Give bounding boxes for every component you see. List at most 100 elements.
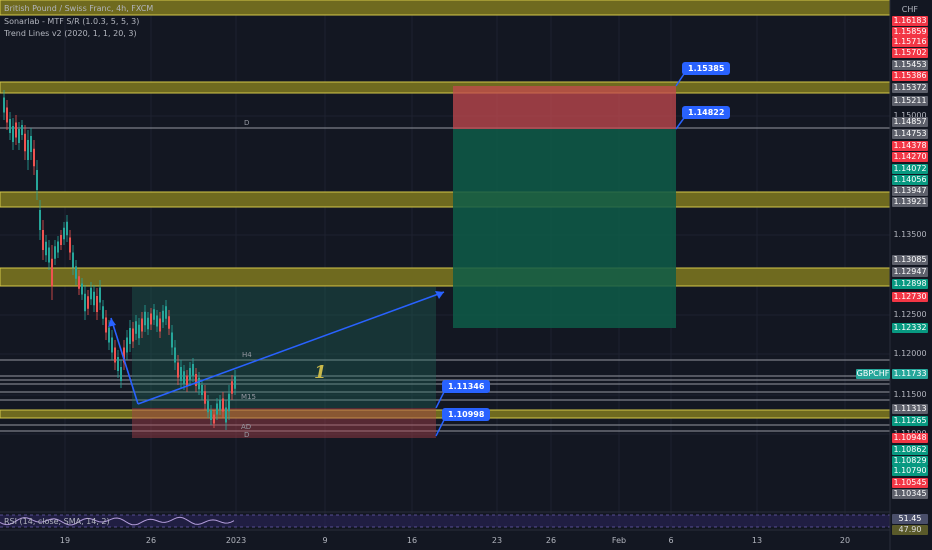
candle-body — [186, 375, 188, 387]
price-axis-label: 1.11733 — [892, 369, 928, 379]
candle-body — [60, 235, 62, 245]
time-axis-label: Feb — [611, 536, 627, 545]
candle-body — [54, 246, 56, 259]
indicator-rsi[interactable]: RSI (14, close, SMA, 14, 2) — [4, 517, 110, 526]
candle-body — [162, 310, 164, 323]
price-axis-label: 1.10829 — [892, 456, 928, 466]
candle-body — [63, 227, 65, 240]
price-axis-label: 1.15386 — [892, 71, 928, 81]
price-axis-label: 1.12730 — [892, 292, 928, 302]
take-profit-zone[interactable] — [453, 129, 676, 328]
price-axis-label: 1.14270 — [892, 152, 928, 162]
price-axis-label: 1.15859 — [892, 27, 928, 37]
price-axis-label: 1.14857 — [892, 117, 928, 127]
price-axis-label: 1.13500 — [893, 230, 927, 239]
candle-body — [30, 136, 32, 152]
price-axis-label: 1.16183 — [892, 16, 928, 26]
price-tag-left-entry[interactable]: 1.11346 — [442, 380, 491, 393]
candle-body — [78, 276, 80, 289]
sr-zone-3 — [0, 267, 891, 287]
time-axis-label: 19 — [59, 536, 71, 545]
candle-body — [108, 327, 110, 343]
left-loss-zone[interactable] — [132, 408, 436, 438]
candle-body — [195, 374, 197, 386]
candle-body — [132, 328, 134, 342]
candle-body — [204, 391, 206, 404]
trend-line-down[interactable] — [110, 317, 139, 405]
candle-body — [114, 347, 116, 363]
candle-body — [168, 316, 170, 329]
price-axis-label: 1.10545 — [892, 478, 928, 488]
candle-body — [174, 347, 176, 363]
price-axis-label: 1.10790 — [892, 466, 928, 476]
candle-body — [6, 107, 8, 123]
candle-body — [84, 293, 86, 312]
candle-body — [66, 221, 68, 236]
candle-body — [18, 129, 20, 143]
time-axis-label: 16 — [406, 536, 418, 545]
symbol-price-badge: GBPCHF — [856, 369, 890, 379]
price-tag-entry[interactable]: 1.14822 — [682, 106, 731, 119]
candle-body — [111, 337, 113, 353]
d-label-bottom: D — [244, 431, 249, 439]
candle-body — [120, 367, 122, 381]
candle-body — [102, 306, 104, 319]
price-axis-label: 1.12898 — [892, 279, 928, 289]
time-axis-label: 2023 — [225, 536, 247, 545]
rsi-line — [0, 516, 235, 526]
candle-body — [12, 126, 14, 142]
time-axis-label: 23 — [491, 536, 503, 545]
price-axis-label: 1.11265 — [892, 416, 928, 426]
price-tag-stop[interactable]: 1.15385 — [682, 62, 731, 75]
candle-body — [192, 364, 194, 376]
indicator-sonarlab[interactable]: Sonarlab - MTF S/R (1.0.3, 5, 5, 3) — [4, 17, 140, 26]
time-axis-label: 9 — [322, 536, 328, 545]
price-axis-label: 1.15372 — [892, 83, 928, 93]
price-axis-label: 1.11313 — [892, 404, 928, 414]
price-axis-label: 1.14056 — [892, 175, 928, 185]
price-tag-left-stop[interactable]: 1.10998 — [442, 408, 491, 421]
candle-body — [9, 119, 11, 133]
trend-line-up[interactable] — [137, 291, 445, 405]
candle-body — [15, 122, 17, 138]
sr-zone-1 — [0, 81, 891, 94]
stop-loss-zone[interactable] — [453, 86, 676, 129]
candle-body — [123, 347, 125, 363]
candle-body — [33, 148, 35, 167]
price-axis-label: 1.12500 — [893, 310, 927, 319]
arrow-head-down — [108, 318, 116, 327]
candle-body — [198, 377, 200, 390]
time-axis-label: 26 — [545, 536, 557, 545]
wave-label: 1 — [314, 362, 327, 383]
candle-body — [81, 283, 83, 295]
candle-body — [3, 97, 5, 113]
symbol-title[interactable]: British Pound / Swiss Franc, 4h, FXCM — [4, 4, 154, 13]
candle-body — [27, 140, 29, 160]
indicator-trendlines[interactable]: Trend Lines v2 (2020, 1, 1, 20, 3) — [4, 29, 137, 38]
candle-body — [144, 311, 146, 326]
candle-body — [42, 230, 44, 250]
candle-body — [138, 324, 140, 339]
rsi-band — [0, 515, 890, 527]
candle-body — [171, 332, 173, 348]
candle-body — [213, 414, 215, 424]
price-axis-label: 1.12947 — [892, 267, 928, 277]
price-axis-label: 1.11500 — [893, 390, 927, 399]
price-axis-label: 1.14378 — [892, 141, 928, 151]
price-axis-label: 1.12000 — [893, 349, 927, 358]
candle-body — [189, 368, 191, 380]
candle-body — [21, 125, 23, 135]
candle-body — [87, 296, 89, 309]
candle-body — [150, 313, 152, 325]
candle-body — [210, 410, 212, 420]
candles — [3, 90, 236, 430]
candle-body — [36, 170, 38, 190]
price-axis-label: 1.10345 — [892, 489, 928, 499]
currency-label: CHF — [901, 5, 918, 14]
rsi-low-label: 47.90 — [892, 525, 928, 535]
candle-body — [24, 133, 26, 152]
candle-body — [39, 210, 41, 230]
candle-body — [105, 317, 107, 333]
